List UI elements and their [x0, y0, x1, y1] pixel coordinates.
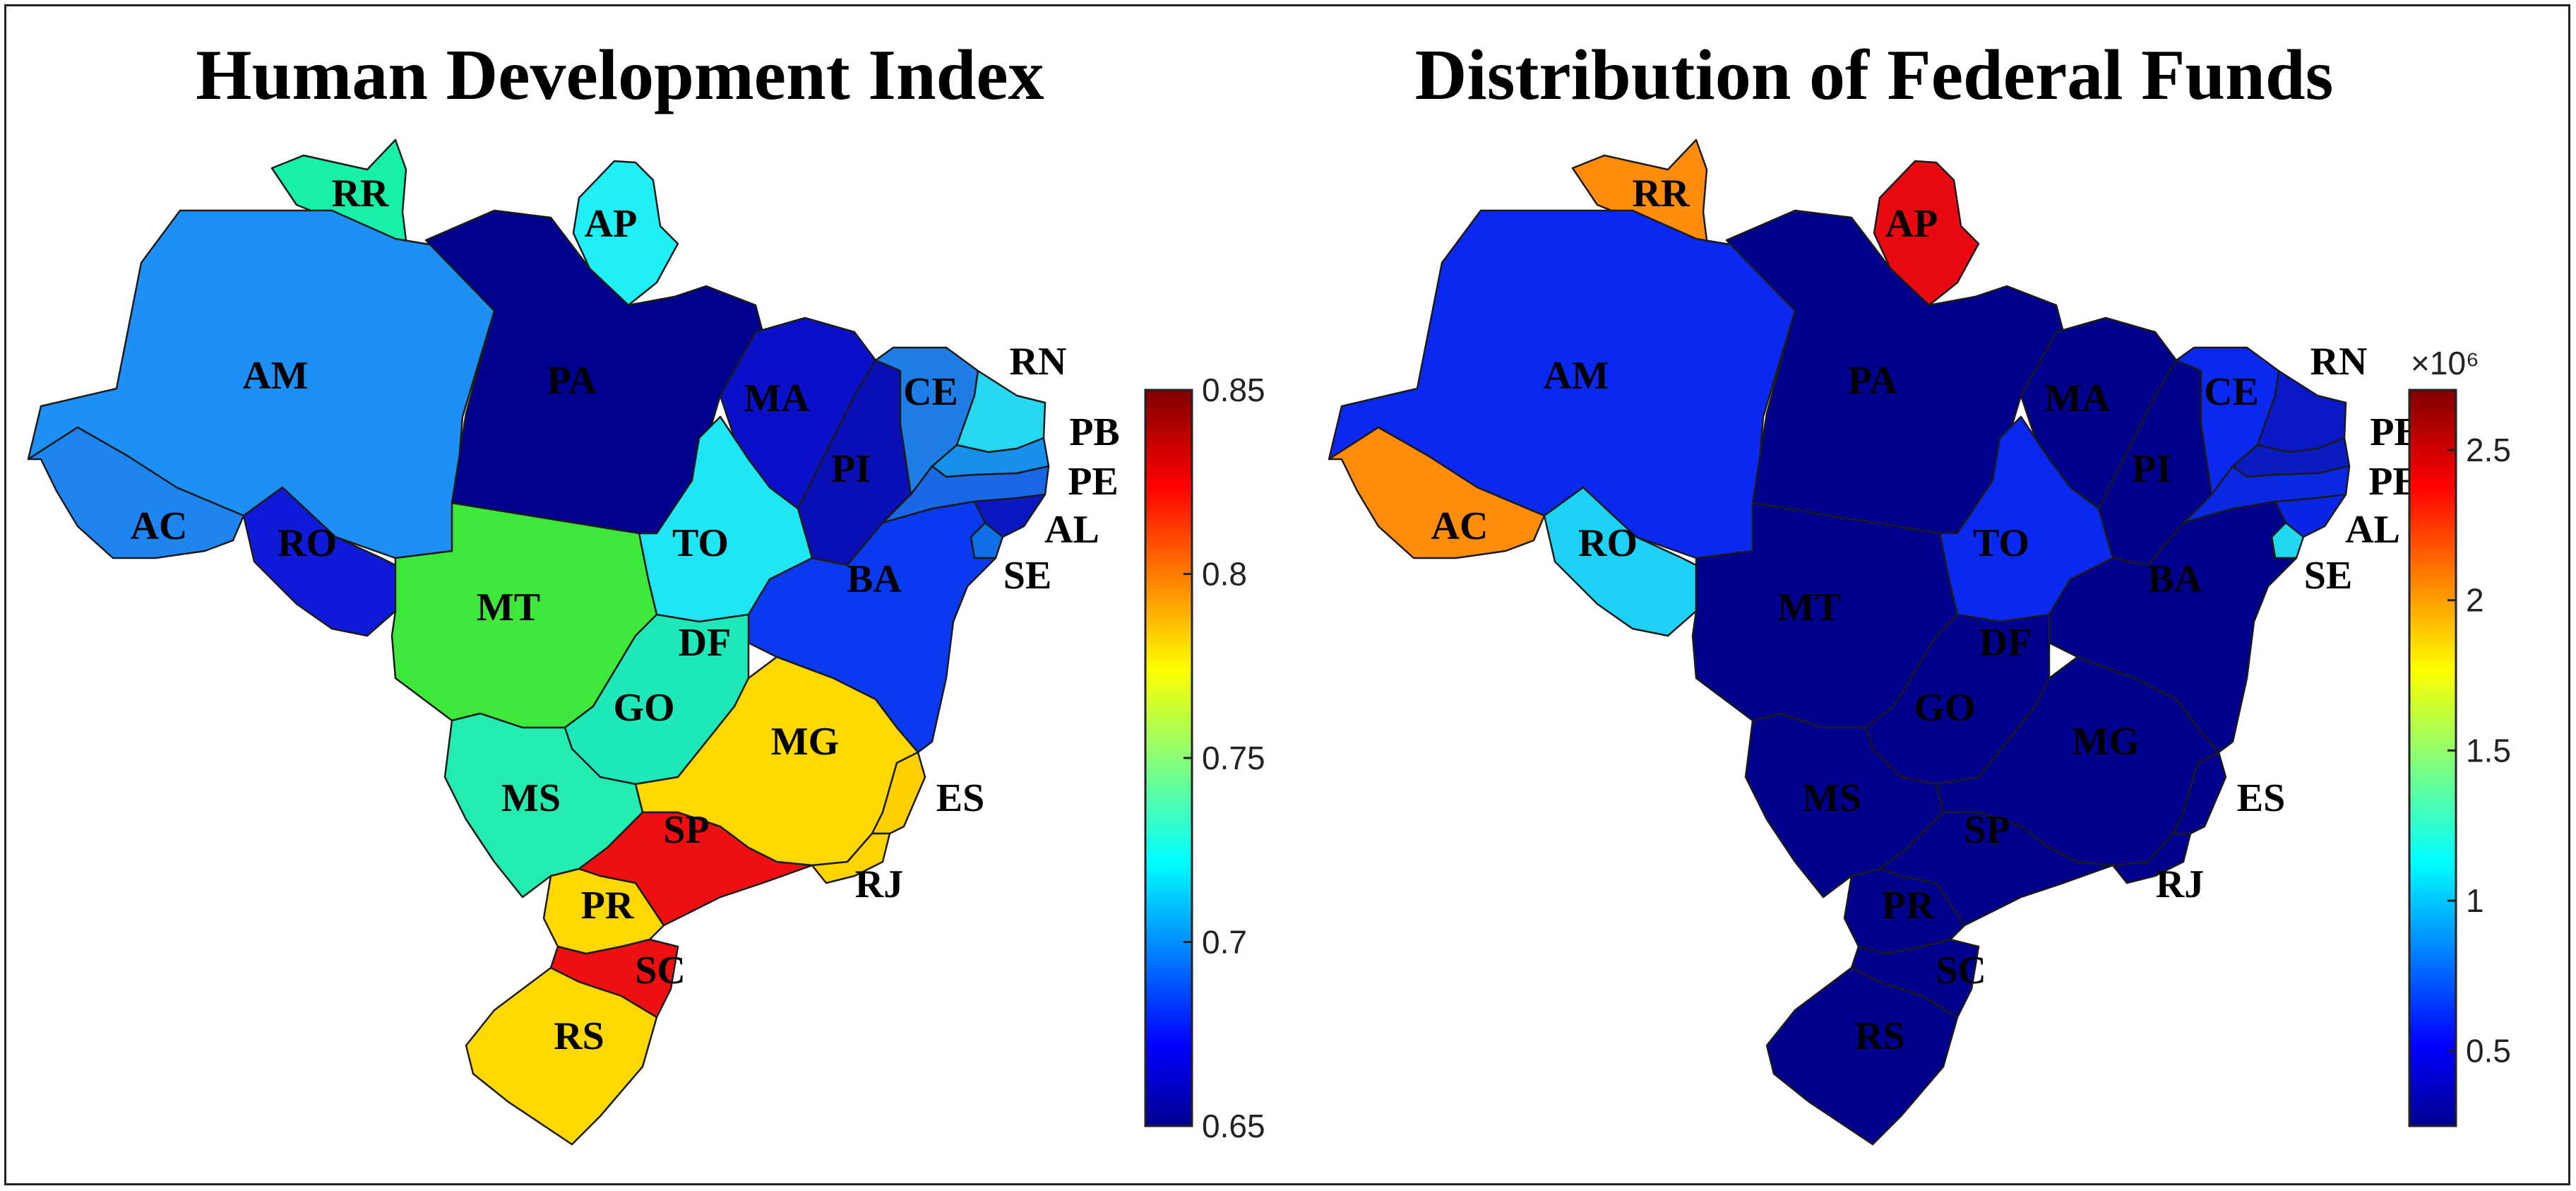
- state-region-ac: [27, 426, 245, 559]
- funds-map-states: [1328, 138, 2351, 1146]
- state-region-ro: [1543, 486, 1698, 637]
- state-label-am: AM: [242, 354, 308, 398]
- state-label-rr: RR: [1633, 172, 1690, 215]
- state-label-sc: SC: [1936, 949, 1986, 992]
- state-label-se: SE: [1003, 554, 1052, 598]
- state-label-pr: PR: [581, 884, 634, 928]
- state-region-rs: [465, 966, 658, 1146]
- state-label-ms: MS: [1802, 776, 1861, 820]
- state-label-mt: MT: [477, 586, 540, 629]
- figure-frame: [4, 4, 2570, 1185]
- state-label-rn: RN: [2310, 340, 2368, 384]
- hdi-map-states: [27, 138, 1050, 1146]
- state-label-se: SE: [2304, 554, 2353, 598]
- state-label-ap: AP: [585, 202, 638, 246]
- state-label-rr: RR: [332, 172, 389, 215]
- colorbar-tick-label: 1.5: [2466, 732, 2511, 769]
- state-region-es: [2171, 751, 2227, 835]
- state-label-rs: RS: [554, 1014, 604, 1058]
- state-label-mg: MG: [2072, 720, 2140, 764]
- state-label-ma: MA: [744, 377, 810, 420]
- state-region-ap: [572, 160, 679, 307]
- state-label-rs: RS: [1854, 1014, 1905, 1058]
- state-label-mg: MG: [771, 720, 839, 764]
- state-label-pa: PA: [1848, 359, 1898, 403]
- hdi-colorbar-ticks: 0.85 0.8 0.75 0.7 0.65: [1183, 372, 1265, 1144]
- state-label-es: ES: [2237, 776, 2286, 820]
- state-label-pa: PA: [547, 359, 597, 403]
- state-region-ap: [1873, 160, 1980, 307]
- state-label-ba: BA: [2147, 557, 2202, 601]
- state-region-rs: [1765, 966, 1959, 1146]
- state-label-rj: RJ: [2156, 863, 2204, 906]
- state-label-ac: AC: [131, 504, 188, 548]
- colorbar-tick-label: 0.8: [1202, 556, 1247, 593]
- colorbar-tick-label: 0.5: [2466, 1033, 2511, 1069]
- state-label-ro: RO: [278, 521, 337, 565]
- colorbar-tick-label: 0.85: [1202, 372, 1265, 408]
- state-label-es: ES: [936, 776, 985, 820]
- state-region-es: [871, 751, 926, 835]
- state-label-df: DF: [679, 621, 732, 665]
- state-label-to: TO: [672, 521, 729, 565]
- state-label-pr: PR: [1882, 884, 1935, 928]
- state-label-go: GO: [1914, 686, 1975, 730]
- state-region-rj: [811, 832, 891, 884]
- colorbar-tick-label: 2: [2466, 582, 2484, 619]
- funds-map-panel: Distribution of Federal Funds RR AP AM PA MA…: [1328, 35, 2511, 1146]
- state-label-al: AL: [2345, 508, 2400, 552]
- state-label-go: GO: [613, 686, 674, 730]
- state-label-pi: PI: [2132, 447, 2171, 491]
- state-label-pe: PE: [1068, 460, 1119, 504]
- state-label-ma: MA: [2044, 377, 2111, 420]
- colorbar-tick-label: 1: [2466, 882, 2484, 919]
- state-label-am: AM: [1543, 354, 1609, 398]
- state-label-rn: RN: [1010, 340, 1067, 384]
- state-label-ap: AP: [1885, 202, 1938, 246]
- colorbar-tick-label: 0.75: [1202, 740, 1265, 776]
- state-label-ba: BA: [847, 557, 902, 601]
- funds-colorbar: ×10⁶ 2.5 2 1.5 1 0.5: [2408, 345, 2511, 1127]
- hdi-map-title: Human Development Index: [196, 35, 1044, 115]
- state-label-df: DF: [1979, 621, 2032, 665]
- state-label-ac: AC: [1431, 504, 1489, 548]
- state-label-to: TO: [1973, 521, 2029, 565]
- hdi-colorbar: 0.85 0.8 0.75 0.7 0.65: [1144, 372, 1265, 1144]
- funds-colorbar-gradient: [2408, 389, 2457, 1127]
- funds-colorbar-ticks: 2.5 2 1.5 1 0.5: [2447, 432, 2511, 1069]
- state-label-mt: MT: [1777, 586, 1841, 629]
- colorbar-tick-label: 0.7: [1202, 924, 1247, 961]
- colorbar-tick-label: 0.65: [1202, 1108, 1265, 1144]
- state-label-ro: RO: [1578, 521, 1638, 565]
- state-label-ms: MS: [501, 776, 561, 820]
- state-label-sp: SP: [1964, 808, 2010, 852]
- colorbar-tick-label: 2.5: [2466, 432, 2511, 468]
- state-label-ce: CE: [903, 370, 958, 414]
- state-label-sc: SC: [635, 949, 686, 992]
- state-label-al: AL: [1044, 508, 1099, 552]
- funds-map-title: Distribution of Federal Funds: [1415, 35, 2334, 115]
- state-label-ce: CE: [2204, 370, 2259, 414]
- state-label-pi: PI: [831, 447, 871, 491]
- state-region-rj: [2111, 832, 2192, 884]
- state-label-pb: PB: [1069, 410, 1120, 454]
- state-label-sp: SP: [663, 808, 709, 852]
- funds-colorbar-exponent: ×10⁶: [2411, 345, 2479, 381]
- state-region-ac: [1328, 426, 1546, 559]
- state-label-rj: RJ: [855, 863, 903, 906]
- state-region-ro: [242, 486, 397, 637]
- hdi-map-panel: Human Development Index RR AP AM PA MA PI CE RN…: [27, 35, 1265, 1146]
